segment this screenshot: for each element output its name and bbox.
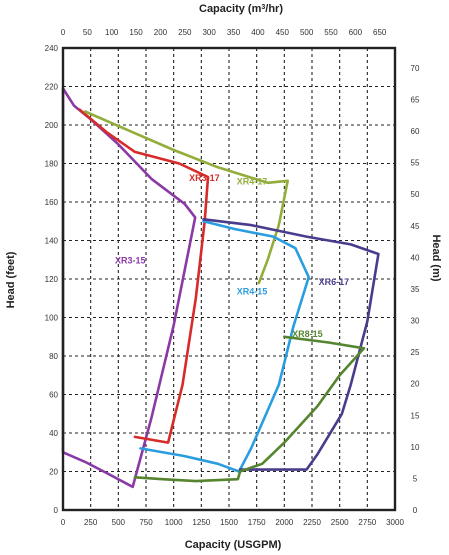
x-bottom-tick-label: 750 (139, 518, 153, 527)
x-top-axis-title: Capacity (m3/hr) (199, 3, 283, 15)
y-left-tick-label: 120 (45, 275, 59, 284)
x-bottom-tick-label: 0 (61, 518, 66, 527)
y-left-tick-label: 20 (49, 468, 58, 477)
x-top-tick-label: 500 (300, 28, 314, 37)
y-right-tick-label: 25 (411, 348, 420, 357)
label-xr4-17: XR4-17 (237, 177, 268, 187)
label-xr6-17: XR6-17 (319, 277, 350, 287)
curve-xr4-15 (139, 220, 311, 473)
label-xr3-17: XR3-17 (189, 173, 220, 183)
y-left-tick-label: 60 (49, 391, 58, 400)
x-bottom-tick-label: 1250 (192, 518, 210, 527)
x-bottom-tick-label: 1500 (220, 518, 238, 527)
y-left-tick-label: 220 (45, 83, 59, 92)
x-bottom-tick-label: 3000 (386, 518, 404, 527)
y-right-tick-label: 15 (411, 411, 420, 420)
y-left-tick-label: 180 (45, 160, 59, 169)
y-left-tick-label: 160 (45, 198, 59, 207)
y-left-tick-label: 200 (45, 121, 59, 130)
curve-xr3-17 (78, 108, 210, 444)
x-bottom-tick-label: 1750 (248, 518, 266, 527)
x-bottom-tick-label: 2500 (331, 518, 349, 527)
curve-xr6-17 (202, 218, 380, 471)
y-right-tick-label: 40 (411, 253, 420, 262)
x-top-tick-label: 550 (324, 28, 338, 37)
y-right-tick-label: 10 (411, 443, 420, 452)
y-left-tick-label: 80 (49, 352, 58, 361)
y-right-tick-label: 55 (411, 159, 420, 168)
y-right-tick-label: 30 (411, 317, 420, 326)
y-right-tick-label: 45 (411, 222, 420, 231)
x-bottom-tick-label: 2000 (275, 518, 293, 527)
x-top-tick-label: 450 (276, 28, 290, 37)
x-top-tick-label: 0 (61, 28, 66, 37)
y-right-axis-title: Head (m) (430, 234, 442, 281)
y-right-tick-label: 70 (411, 64, 420, 73)
x-top-tick-label: 300 (202, 28, 216, 37)
series-labels: XR3-15 XR3-17 XR4-17 XR4-15 XR6-17 XR8-15 (115, 173, 349, 339)
x-bottom-tick-label: 1000 (165, 518, 183, 527)
pump-curves (61, 87, 380, 489)
y-right-tick-label: 5 (413, 474, 418, 483)
y-left-tick-label: 100 (45, 314, 59, 323)
x-bottom-tick-label: 2250 (303, 518, 321, 527)
curve-xr4-17 (83, 110, 290, 285)
x-top-tick-label: 50 (83, 28, 92, 37)
y-right-tick-labels: 0 5 10 15 20 25 30 35 40 45 50 55 60 65 70 (411, 64, 420, 515)
x-top-tick-label: 350 (227, 28, 241, 37)
x-top-tick-label: 250 (178, 28, 192, 37)
y-left-tick-label: 140 (45, 237, 59, 246)
y-right-tick-label: 35 (411, 285, 420, 294)
y-right-tick-label: 65 (411, 95, 420, 104)
y-right-tick-label: 0 (413, 506, 418, 515)
curve-xr8-15 (133, 335, 366, 483)
y-left-tick-label: 0 (54, 506, 59, 515)
x-top-tick-label: 600 (349, 28, 363, 37)
label-xr3-15: XR3-15 (115, 256, 146, 266)
y-left-tick-label: 40 (49, 429, 58, 438)
y-right-tick-label: 50 (411, 190, 420, 199)
x-bottom-tick-label: 250 (84, 518, 98, 527)
x-top-tick-label: 400 (251, 28, 265, 37)
plot-frame (61, 46, 397, 512)
x-bottom-tick-label: 500 (112, 518, 126, 527)
x-top-tick-label: 150 (129, 28, 143, 37)
x-top-tick-labels: 0 50 100 150 200 250 300 350 400 450 500 550 600 650 (61, 28, 387, 37)
y-right-tick-label: 20 (411, 380, 420, 389)
label-xr8-15: XR8-15 (292, 329, 323, 339)
x-bottom-axis-title: Capacity (USGPM) (185, 539, 282, 551)
label-xr4-15: XR4-15 (237, 286, 268, 296)
x-top-tick-label: 200 (154, 28, 168, 37)
y-left-tick-labels: 0 20 40 60 80 100 120 140 160 180 200 220 240 (45, 44, 59, 515)
y-right-tick-label: 60 (411, 127, 420, 136)
y-left-axis-title: Head (feet) (5, 251, 17, 308)
x-top-tick-label: 650 (373, 28, 387, 37)
y-left-tick-label: 240 (45, 44, 59, 53)
x-top-tick-label: 100 (105, 28, 119, 37)
x-bottom-tick-label: 2750 (358, 518, 376, 527)
x-bottom-tick-labels: 0 250 500 750 1000 1250 1500 1750 2000 2250 2500 27… (61, 518, 405, 527)
